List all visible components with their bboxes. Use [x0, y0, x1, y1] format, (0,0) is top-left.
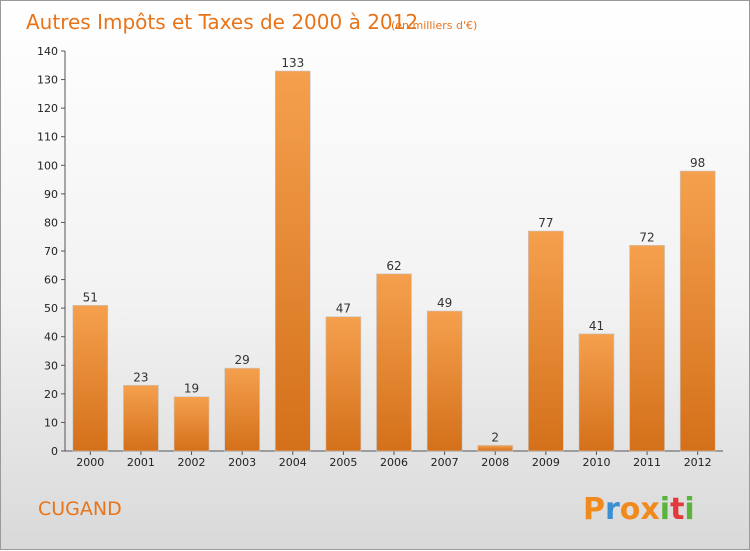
proxiti-logo: Proxiti	[583, 492, 695, 527]
bar-2010	[578, 333, 615, 452]
y-tick-label: 90	[44, 188, 58, 201]
data-label-2010: 41	[589, 319, 604, 333]
data-label-2007: 49	[437, 296, 452, 310]
bar-2012	[679, 170, 716, 452]
commune-name: CUGAND	[38, 498, 122, 520]
x-tick-label-2007: 2007	[431, 456, 459, 469]
brand-letter: i	[660, 492, 670, 527]
bar-2001	[123, 384, 159, 452]
data-label-2000: 51	[83, 290, 98, 304]
x-tick-label-2000: 2000	[76, 456, 104, 469]
x-tick-label-2005: 2005	[329, 456, 357, 469]
y-tick-label: 60	[44, 274, 58, 287]
y-tick-label: 130	[37, 74, 58, 87]
brand-letter: P	[583, 492, 605, 527]
x-tick-label-2008: 2008	[481, 456, 509, 469]
y-tick-label: 0	[51, 445, 58, 458]
y-tick-label: 10	[44, 416, 58, 429]
x-tick-label-2010: 2010	[582, 456, 610, 469]
y-tick-label: 70	[44, 245, 58, 258]
data-label-2011: 72	[639, 230, 654, 244]
x-tick-label-2004: 2004	[279, 456, 307, 469]
bar-2009	[528, 230, 564, 452]
brand-text: Proxiti	[583, 492, 695, 527]
x-tick-label-2012: 2012	[684, 456, 712, 469]
y-tick-label: 140	[37, 45, 58, 58]
x-tick-label-2001: 2001	[127, 456, 155, 469]
data-label-2009: 77	[538, 216, 553, 230]
y-tick-label: 20	[44, 388, 58, 401]
y-tick-label: 50	[44, 302, 58, 315]
y-tick-label: 120	[37, 102, 58, 115]
bar-2003	[224, 367, 260, 452]
brand-letter: r	[605, 492, 620, 527]
chart-subtitle: (en milliers d'€)	[391, 19, 477, 32]
x-tick-label-2003: 2003	[228, 456, 256, 469]
data-label-2003: 29	[235, 353, 250, 367]
data-label-2008: 2	[491, 430, 499, 444]
bar-2008	[477, 444, 514, 452]
axes: 0 10 20 30 40 50 60 70 80 90 100 110 120 130 140 2000 20…	[37, 45, 723, 469]
bar-2007	[426, 310, 463, 452]
bar-2002	[173, 396, 210, 452]
chart-title: Autres Impôts et Taxes de 2000 à 2012	[26, 10, 418, 34]
x-tick-label-2002: 2002	[178, 456, 206, 469]
brand-letter: o	[620, 492, 641, 527]
bar-2000	[72, 304, 109, 452]
bar-2011	[629, 244, 665, 452]
brand-letter: x	[640, 492, 659, 527]
bars: 51 23 19 29 133 47 62 49 2 77 41 72 98	[72, 56, 716, 452]
data-label-2006: 62	[386, 259, 401, 273]
bar-2004	[274, 70, 311, 452]
x-tick-label-2009: 2009	[532, 456, 560, 469]
y-tick-label: 110	[37, 131, 58, 144]
data-label-2002: 19	[184, 382, 199, 396]
x-tick-label-2006: 2006	[380, 456, 408, 469]
data-label-2004: 133	[281, 56, 304, 70]
bar-2006	[376, 273, 412, 452]
brand-letter: i	[684, 492, 694, 527]
data-label-2005: 47	[336, 302, 351, 316]
y-tick-label: 30	[44, 359, 58, 372]
data-label-2001: 23	[133, 370, 148, 384]
bar-2005	[325, 316, 362, 452]
y-tick-label: 100	[37, 159, 58, 172]
brand-letter: t	[670, 492, 684, 527]
x-tick-label-2011: 2011	[633, 456, 661, 469]
y-tick-label: 40	[44, 331, 58, 344]
data-label-2012: 98	[690, 156, 705, 170]
y-tick-label: 80	[44, 216, 58, 229]
